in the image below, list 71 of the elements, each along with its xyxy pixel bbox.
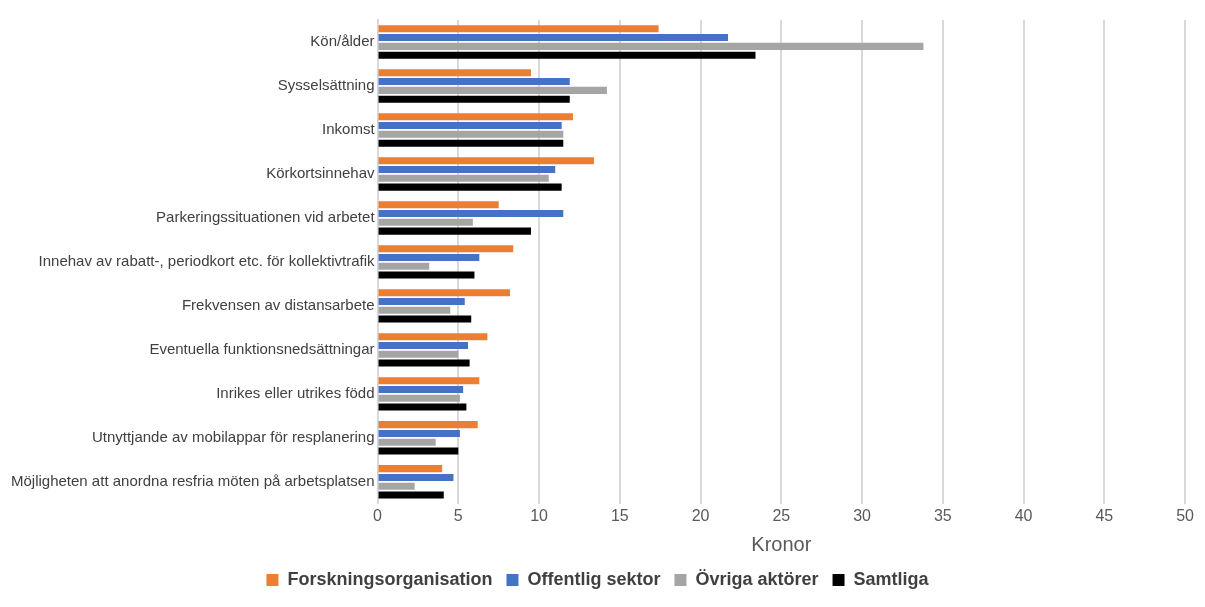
bar <box>378 51 756 59</box>
y-tick-label: Innehav av rabatt-, periodkort etc. för kollektivtrafik <box>38 252 376 270</box>
bar <box>378 139 564 147</box>
bar <box>378 289 510 297</box>
bar <box>378 341 468 349</box>
y-tick-label: Frekvensen av distansarbete <box>181 296 375 314</box>
y-tick-label: Inkomst <box>322 120 376 138</box>
y-tick-label: Parkeringssituationen vid arbetet <box>156 208 376 226</box>
x-tick-label: 15 <box>610 506 629 524</box>
bar <box>378 429 460 437</box>
bar <box>378 201 499 209</box>
x-tick-label: 5 <box>453 506 463 524</box>
y-tick-label: Körkortsinnehav <box>266 164 376 182</box>
x-tick-label: 30 <box>853 506 872 524</box>
legend-label: Övriga aktörer <box>695 568 819 589</box>
bar <box>378 394 460 402</box>
bar <box>378 227 531 235</box>
bar <box>378 421 478 429</box>
bar <box>378 174 549 182</box>
legend-label: Samtliga <box>853 568 930 589</box>
legend-label: Offentlig sektor <box>527 568 661 589</box>
bar <box>378 385 464 393</box>
bar <box>378 465 443 473</box>
y-tick-label: Eventuella funktionsnedsättningar <box>149 340 375 357</box>
x-tick-label: 10 <box>530 506 549 524</box>
bar <box>378 166 556 174</box>
y-tick-label: Sysselsättning <box>277 76 375 94</box>
bar <box>378 86 607 94</box>
bar <box>378 438 436 446</box>
bar <box>378 350 459 358</box>
bar <box>378 69 531 77</box>
bar <box>378 473 454 481</box>
x-axis-title: Kronor <box>751 532 812 555</box>
x-tick-label: 50 <box>1176 506 1195 524</box>
bar <box>378 25 659 33</box>
y-tick-label: Inrikes eller utrikes född <box>216 383 375 401</box>
bar <box>378 377 480 385</box>
x-tick-label: 0 <box>373 506 383 524</box>
x-tick-label: 20 <box>691 506 710 524</box>
bar <box>378 95 570 103</box>
bar <box>378 315 472 323</box>
x-tick-label: 45 <box>1095 506 1114 524</box>
bar <box>378 210 564 218</box>
y-tick-label: Möjligheten att anordna resfria möten på arbetsplatsen <box>10 471 375 489</box>
bar <box>378 42 924 50</box>
bar <box>378 113 573 121</box>
bar <box>378 491 444 499</box>
bar <box>378 306 451 314</box>
bar <box>378 447 459 455</box>
bar <box>378 183 562 191</box>
bar <box>378 333 488 341</box>
x-tick-label: 40 <box>1014 506 1033 524</box>
bar <box>378 122 562 130</box>
x-tick-label: 35 <box>933 506 952 524</box>
bar <box>378 482 415 490</box>
bar <box>378 403 467 411</box>
bar <box>378 359 470 367</box>
x-tick-label: 25 <box>772 506 791 524</box>
y-tick-label: Utnyttjande av mobilappar för resplanering <box>91 427 375 445</box>
bar <box>378 245 514 253</box>
bar <box>378 78 570 86</box>
bar <box>378 297 465 305</box>
bar <box>378 262 430 270</box>
bar <box>378 157 594 165</box>
y-tick-label: Kön/ålder <box>310 32 375 50</box>
bar <box>378 218 473 226</box>
bar <box>378 253 480 262</box>
legend-label: Forskningsorganisation <box>287 568 493 589</box>
bar <box>378 271 475 279</box>
bar <box>378 34 729 42</box>
bar <box>378 130 564 138</box>
